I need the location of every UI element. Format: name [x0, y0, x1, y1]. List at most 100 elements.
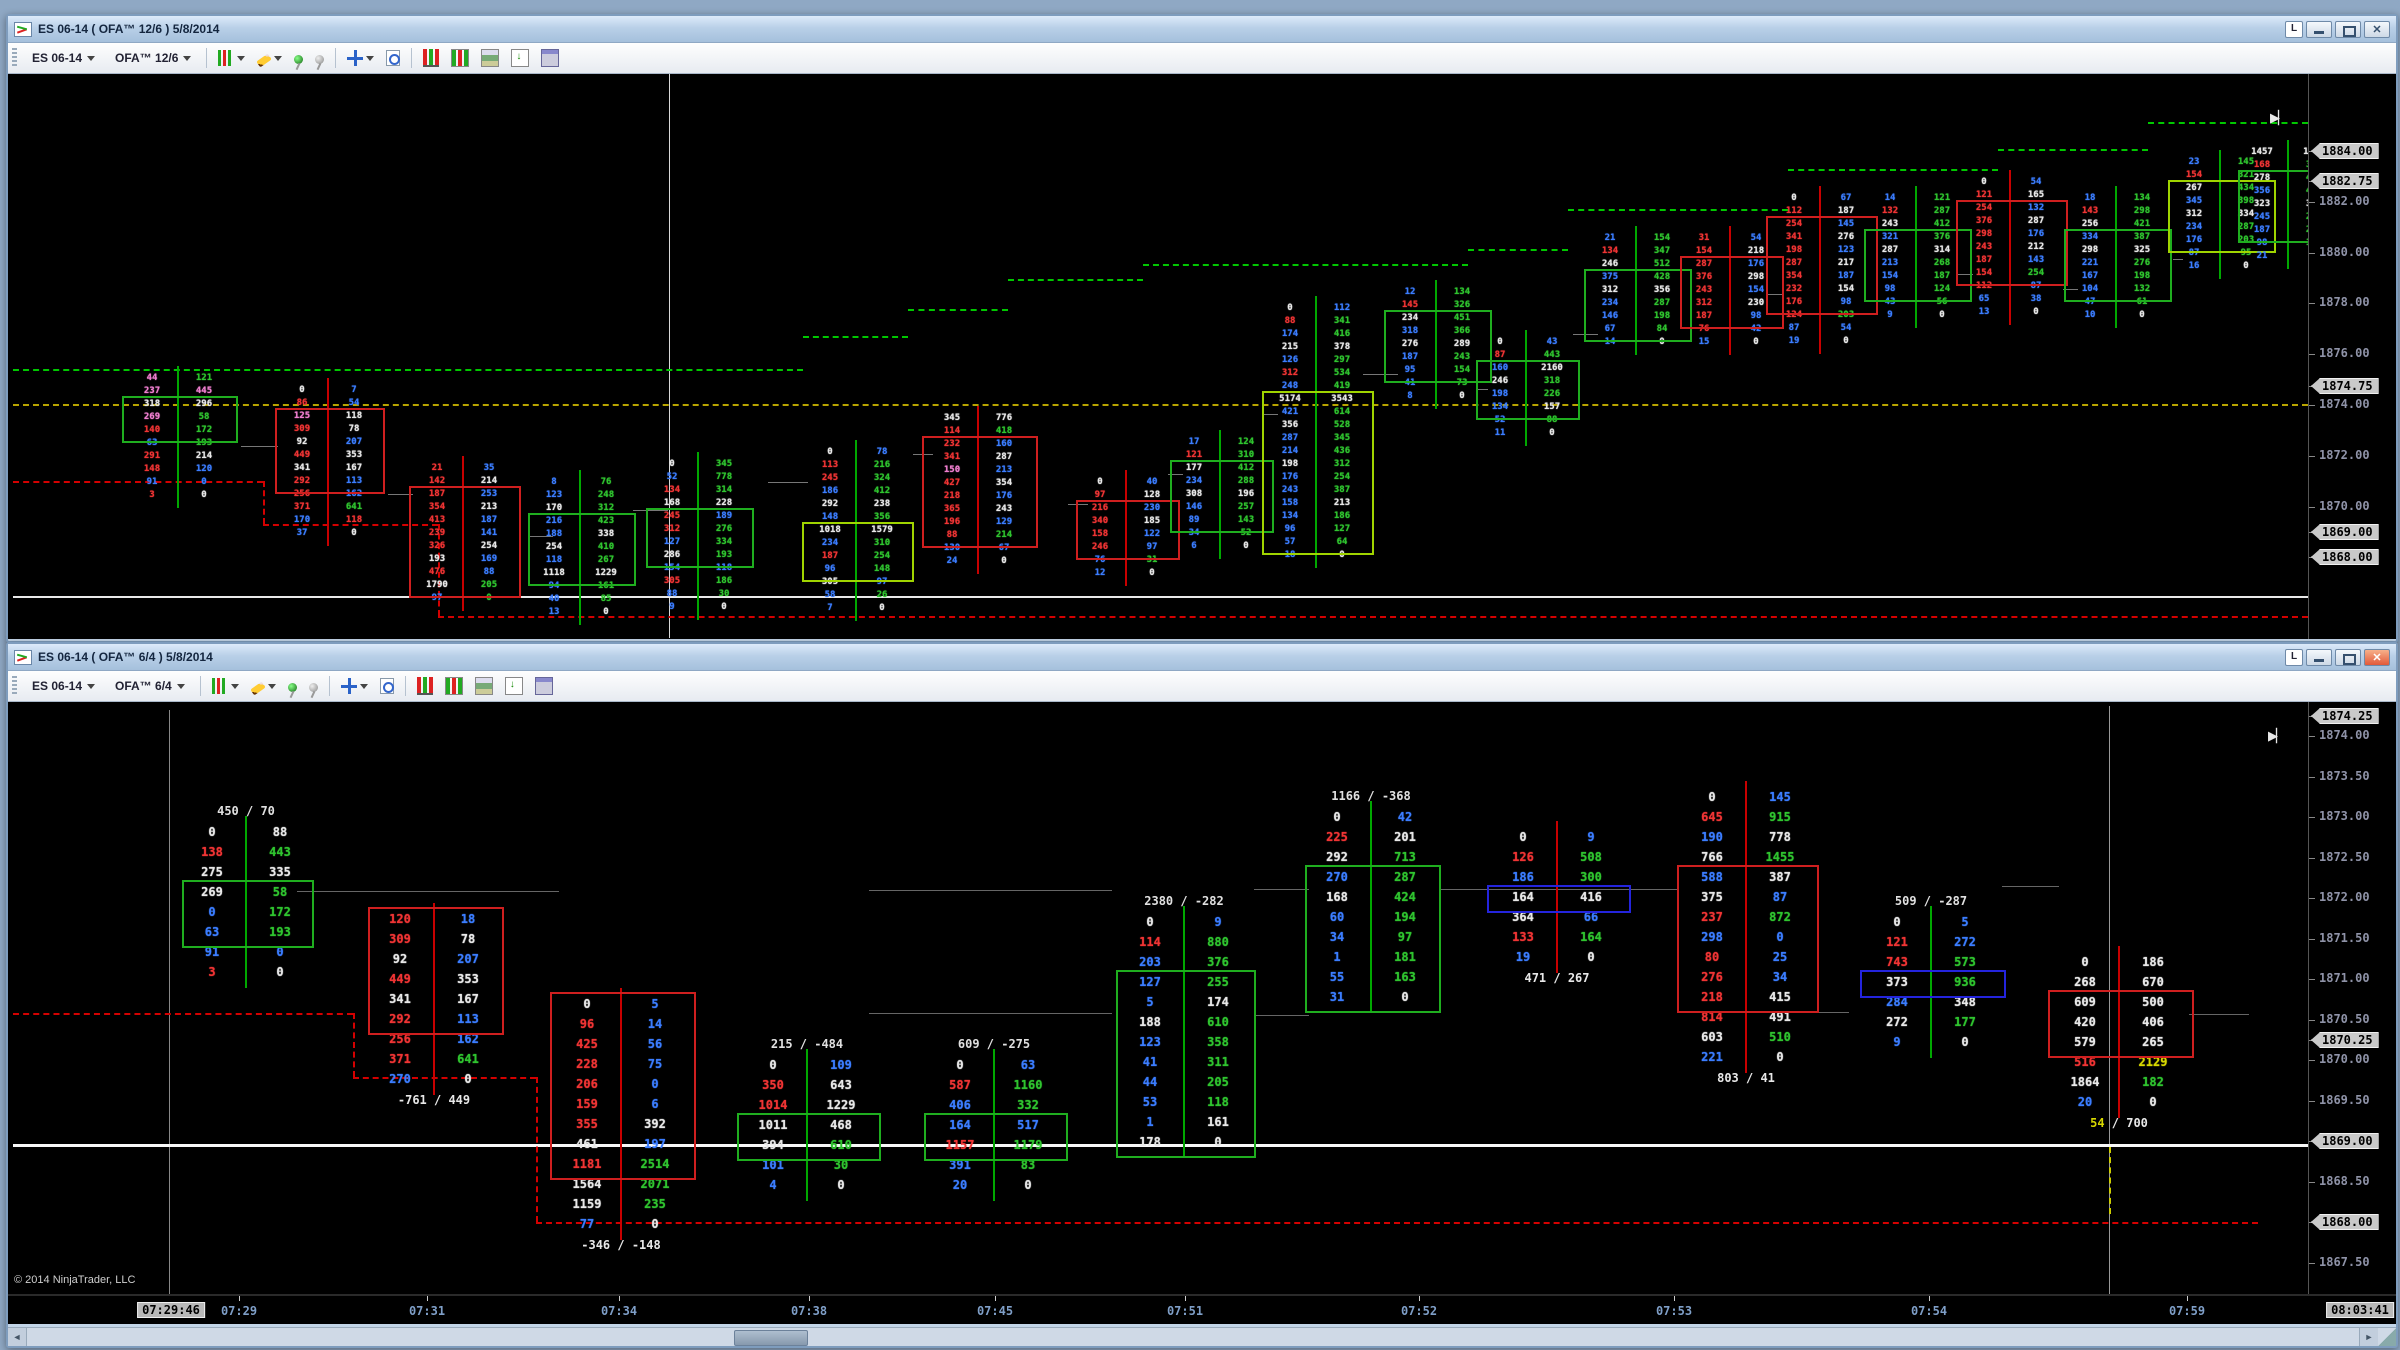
crosshair-button[interactable] [343, 47, 378, 69]
interval-selector[interactable]: OFA™ 6/4 [107, 675, 193, 697]
bid-volume-cell: 298 [1975, 229, 1993, 239]
drawing-tools-button[interactable] [247, 675, 280, 697]
indicator-green-button[interactable] [447, 47, 473, 69]
horizontal-scrollbar[interactable]: ◄ ► [8, 1327, 2396, 1346]
go-to-end-icon[interactable]: ▶▏ [2268, 728, 2286, 743]
bid-volume-cell: 13 [548, 607, 560, 617]
bid-volume-cell: 420 [2074, 1015, 2096, 1029]
export-button[interactable] [501, 675, 527, 697]
drawing-tools-button[interactable] [253, 47, 286, 69]
price-axis[interactable]: 1884.00 1882.75 1882.00 1880.00 1878.00 1876.… [2308, 74, 2393, 639]
footprint-bar: 0 88 138 443 275 335 269 58 0 172 63 193 91 0 3 0 450 / … [161, 804, 331, 1022]
price-axis[interactable]: 1874.25 1874.00 1873.50 1873.00 1872.50 1872.… [2308, 702, 2393, 1324]
ask-volume-cell: 1455 [1765, 850, 1795, 864]
maximize-button[interactable] [2335, 20, 2361, 38]
instrument-selector[interactable]: ES 06-14 [24, 47, 103, 69]
toolbar-grip[interactable] [12, 48, 17, 68]
snapshot-button[interactable] [477, 47, 503, 69]
export-button[interactable] [507, 47, 533, 69]
ask-volume-cell: 0 [2149, 1095, 2157, 1109]
zoom-button[interactable] [382, 47, 404, 69]
ask-volume-cell: 112 [1333, 303, 1351, 313]
ask-volume-cell: 0 [351, 528, 357, 538]
ask-volume-cell: 163 [1394, 970, 1416, 984]
bid-volume-cell: 96 [579, 1017, 595, 1031]
bid-volume-cell: 9 [669, 602, 675, 612]
pin-inactive-button[interactable] [311, 47, 328, 69]
toolbar-grip[interactable] [12, 676, 17, 696]
ruler-button[interactable] [537, 47, 563, 69]
bid-volume-cell: 1790 [426, 580, 448, 590]
ask-volume-cell: 3543 [1331, 394, 1353, 404]
bid-volume-cell: 57 [1284, 537, 1296, 547]
time-label: 07:29 [220, 1304, 258, 1318]
bid-volume-cell: 305 [663, 576, 681, 586]
bid-volume-cell: 286 [663, 550, 681, 560]
indicator-red-button[interactable] [413, 675, 437, 697]
instrument-selector[interactable]: ES 06-14 [24, 675, 103, 697]
ask-volume-cell: 172 [195, 425, 213, 435]
zoom-button[interactable] [376, 675, 398, 697]
bar-type-button[interactable] [214, 47, 249, 69]
bid-volume-cell: 148 [143, 464, 161, 474]
ask-volume-cell: 0 [1401, 990, 1409, 1004]
pin-inactive-button[interactable] [305, 675, 322, 697]
link-button[interactable]: L [2285, 648, 2303, 666]
ask-volume-cell: 347 [1653, 246, 1671, 256]
ask-volume-cell: 0 [2243, 261, 2249, 271]
photo-icon [481, 49, 500, 67]
scroll-left-button[interactable]: ◄ [8, 1328, 27, 1346]
ruler-button[interactable] [531, 675, 557, 697]
crosshair-button[interactable] [337, 675, 372, 697]
footprint-chart-canvas[interactable]: 44 121 237 445 318 296 269 58 140 172 63 193 291 214 1… [8, 74, 2396, 639]
ask-volume-cell: 267 [597, 555, 615, 565]
chevron-down-icon [230, 683, 239, 689]
close-button[interactable] [2364, 20, 2390, 38]
close-button[interactable] [2364, 648, 2390, 666]
ask-volume-cell: 54 [1840, 323, 1852, 333]
bid-volume-cell: 766 [1701, 850, 1723, 864]
bid-volume-cell: 65 [1978, 294, 1990, 304]
maximize-button[interactable] [2335, 648, 2361, 666]
resize-grip[interactable] [2378, 1328, 2396, 1346]
ask-volume-cell: 366 [1453, 326, 1471, 336]
footprint-chart-canvas[interactable]: 0 88 138 443 275 335 269 58 0 172 63 193 91 0 3 0 450 / … [8, 702, 2396, 1324]
ask-volume-cell: 2160 [1541, 363, 1563, 373]
ask-volume-cell: 203 [2237, 235, 2255, 245]
bid-volume-cell: 43 [1884, 297, 1896, 307]
time-tick [619, 1296, 620, 1301]
ask-volume-cell: 54 [348, 398, 360, 408]
pin-active-button[interactable] [284, 675, 301, 697]
bid-volume-cell: 318 [1401, 326, 1419, 336]
pin-active-button[interactable] [290, 47, 307, 69]
snapshot-button[interactable] [471, 675, 497, 697]
indicator-green-button[interactable] [441, 675, 467, 697]
scroll-right-button[interactable]: ► [2359, 1328, 2378, 1346]
photo-icon [474, 677, 493, 695]
time-label: 07:53 [1655, 1304, 1693, 1318]
ask-volume-cell: 193 [195, 438, 213, 448]
bar-wick [579, 470, 581, 625]
ask-volume-cell: 314 [715, 485, 733, 495]
minimize-button[interactable] [2306, 20, 2332, 38]
titlebar[interactable]: ES 06-14 ( OFA™ 12/6 ) 5/8/2014 L [8, 16, 2396, 43]
time-label: 07:31 [408, 1304, 446, 1318]
link-button[interactable]: L [2285, 20, 2303, 38]
go-to-end-icon[interactable]: ▶▏ [2270, 110, 2288, 125]
indicator-red-button[interactable] [419, 47, 443, 69]
titlebar[interactable]: ES 06-14 ( OFA™ 6/4 ) 5/8/2014 L [8, 644, 2396, 671]
ruler-icon [534, 677, 553, 695]
ask-volume-cell: 18 [460, 912, 476, 926]
scrollbar-thumb[interactable] [734, 1330, 808, 1346]
time-axis[interactable]: 07:29:46 07:29 07:31 07:34 07:38 07:45 07:51 07… [8, 1294, 2396, 1324]
pin-green-icon [294, 54, 304, 64]
bid-volume-cell: 16 [2188, 261, 2200, 271]
ask-volume-cell: 353 [457, 972, 479, 986]
price-label: 1871.50 [2319, 931, 2370, 945]
ask-volume-cell: 2514 [640, 1157, 670, 1171]
minimize-button[interactable] [2306, 648, 2332, 666]
bar-type-button[interactable] [208, 675, 243, 697]
interval-selector[interactable]: OFA™ 12/6 [107, 47, 199, 69]
ask-volume-cell: 335 [269, 865, 291, 879]
bid-volume-cell: 516 [2074, 1055, 2096, 1069]
